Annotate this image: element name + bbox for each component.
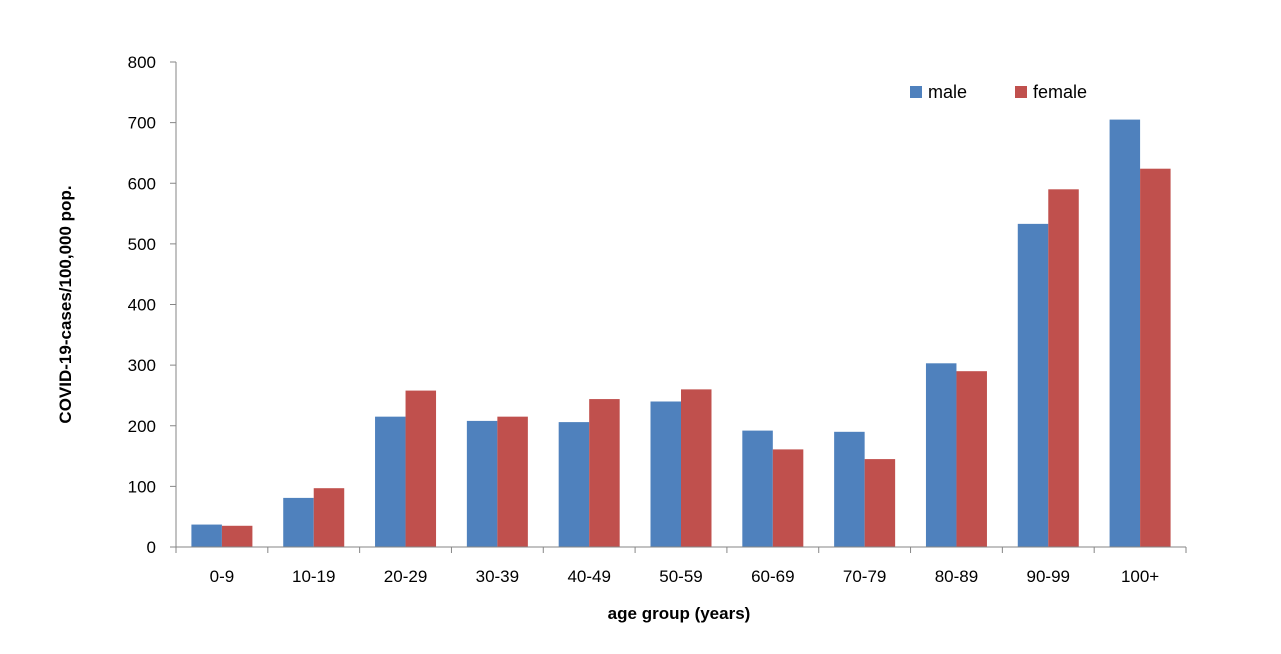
bar-male-100+ (1109, 119, 1141, 547)
bars-group (191, 119, 1171, 547)
bar-male-90-99 (1017, 223, 1049, 547)
bar-female-10-19 (313, 488, 345, 547)
y-tick-label: 600 (128, 174, 156, 193)
bar-male-10-19 (283, 497, 314, 547)
bar-female-60-69 (772, 449, 804, 547)
x-tick-label: 70-79 (843, 567, 886, 586)
x-axis-ticks (175, 547, 1187, 553)
y-tick-label: 100 (128, 477, 156, 496)
x-tick-label: 90-99 (1027, 567, 1070, 586)
y-tick-label: 200 (128, 417, 156, 436)
bar-male-60-69 (742, 430, 773, 547)
x-tick-label: 60-69 (751, 567, 794, 586)
x-tick-label: 50-59 (659, 567, 702, 586)
y-tick-label: 400 (128, 296, 156, 315)
legend-label-male: male (928, 82, 967, 102)
legend-swatch-male (910, 86, 922, 98)
legend-label-female: female (1033, 82, 1087, 102)
x-tick-label: 10-19 (292, 567, 335, 586)
bar-male-40-49 (558, 422, 590, 547)
y-tick-label: 700 (128, 114, 156, 133)
y-axis-title: COVID-19-cases/100,000 pop. (56, 185, 75, 423)
y-tick-label: 300 (128, 356, 156, 375)
bar-female-40-49 (589, 399, 620, 547)
y-tick-label: 0 (147, 538, 156, 557)
y-axis-tick-labels: 0 100 200 300 400 500 600 700 800 (128, 53, 156, 557)
bar-male-70-79 (834, 431, 865, 547)
bar-female-70-79 (864, 459, 896, 547)
legend-swatch-female (1015, 86, 1027, 98)
x-axis-title: age group (years) (608, 604, 751, 623)
y-tick-label: 500 (128, 235, 156, 254)
bar-male-80-89 (925, 363, 957, 547)
y-axis-ticks (170, 61, 176, 548)
bar-male-30-39 (466, 420, 498, 547)
x-tick-label: 40-49 (567, 567, 610, 586)
bar-male-50-59 (650, 401, 681, 547)
bar-female-0-9 (221, 525, 253, 547)
bar-male-0-9 (191, 524, 222, 547)
bar-male-20-29 (375, 416, 406, 547)
x-tick-label: 20-29 (384, 567, 427, 586)
bar-female-50-59 (681, 389, 712, 547)
x-tick-label: 100+ (1121, 567, 1159, 586)
x-tick-label: 30-39 (476, 567, 519, 586)
bar-female-30-39 (497, 416, 528, 547)
y-tick-label: 800 (128, 53, 156, 72)
bar-female-90-99 (1048, 189, 1079, 547)
x-tick-label: 80-89 (935, 567, 978, 586)
legend: male female (910, 82, 1087, 102)
x-tick-label: 0-9 (210, 567, 235, 586)
bar-female-80-89 (956, 371, 987, 547)
bar-female-20-29 (405, 390, 437, 547)
x-axis-tick-labels: 0-9 10-19 20-29 30-39 40-49 50-59 60-69 70-79 80… (210, 567, 1160, 586)
bar-female-100+ (1140, 168, 1171, 547)
